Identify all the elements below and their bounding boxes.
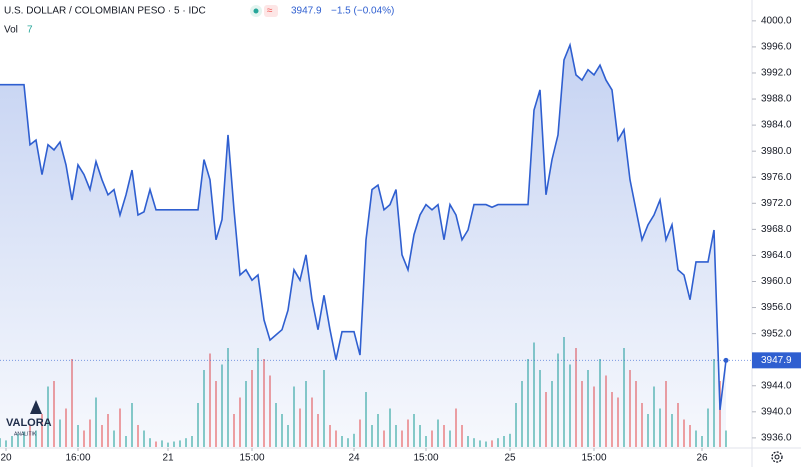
y-tick-label: 3952.0 bbox=[761, 328, 792, 339]
brand-logo bbox=[30, 400, 42, 414]
price-line bbox=[0, 42, 727, 410]
y-tick-label: 3940.0 bbox=[761, 406, 792, 417]
status-dot bbox=[253, 8, 259, 14]
y-tick-label: 3988.0 bbox=[761, 94, 792, 105]
brand: VALORA bbox=[6, 417, 52, 429]
x-tick-label: 26 bbox=[696, 453, 708, 464]
brand-sub: ANALITIK bbox=[14, 431, 37, 437]
x-tick-label: 15:00 bbox=[239, 453, 264, 464]
y-tick-label: 3944.0 bbox=[761, 380, 792, 391]
y-tick-label: 3964.0 bbox=[761, 250, 792, 261]
price-change: −1.5 (−0.04%) bbox=[331, 6, 394, 17]
y-tick-label: 3956.0 bbox=[761, 302, 792, 313]
y-tick-label: 3936.0 bbox=[761, 433, 792, 444]
gear bbox=[771, 451, 783, 463]
y-tick-label: 3960.0 bbox=[761, 276, 792, 287]
y-tick-label: 4000.0 bbox=[761, 15, 792, 26]
legend-bg bbox=[0, 2, 400, 20]
y-tick-label: 3984.0 bbox=[761, 120, 792, 131]
price-tag bbox=[752, 352, 801, 369]
y-tick-label: 3996.0 bbox=[761, 42, 792, 53]
volume-value: 7 bbox=[27, 25, 33, 36]
x-tick-label: 15:00 bbox=[413, 453, 438, 464]
y-tick-label: 3976.0 bbox=[761, 172, 792, 183]
x-tick-label: 25 bbox=[504, 453, 516, 464]
area bbox=[0, 45, 726, 447]
last-point bbox=[723, 357, 729, 363]
x-tick-label: 24 bbox=[348, 453, 360, 464]
x-tick-label: 15:00 bbox=[581, 453, 606, 464]
x-tick-label: 20 bbox=[0, 453, 12, 464]
y-tick-label: 3992.0 bbox=[761, 68, 792, 79]
x-tick-label: 21 bbox=[162, 453, 174, 464]
last-price: 3947.9 bbox=[291, 6, 322, 17]
plot bbox=[0, 42, 727, 447]
settings-icon[interactable] bbox=[771, 451, 783, 463]
y-tick-label: 3972.0 bbox=[761, 198, 792, 209]
x-tick-label: 16:00 bbox=[65, 453, 90, 464]
volume-label: Vol bbox=[4, 25, 18, 36]
gear-hub bbox=[774, 454, 780, 460]
status-icon: ≈ bbox=[267, 6, 273, 17]
price-tag-label: 3947.9 bbox=[761, 355, 792, 366]
chart-title: U.S. DOLLAR / COLOMBIAN PESO · 5 · IDC bbox=[4, 6, 206, 17]
y-tick-label: 3980.0 bbox=[761, 146, 792, 157]
status-badge[interactable] bbox=[264, 5, 278, 17]
y-tick-label: 3968.0 bbox=[761, 224, 792, 235]
